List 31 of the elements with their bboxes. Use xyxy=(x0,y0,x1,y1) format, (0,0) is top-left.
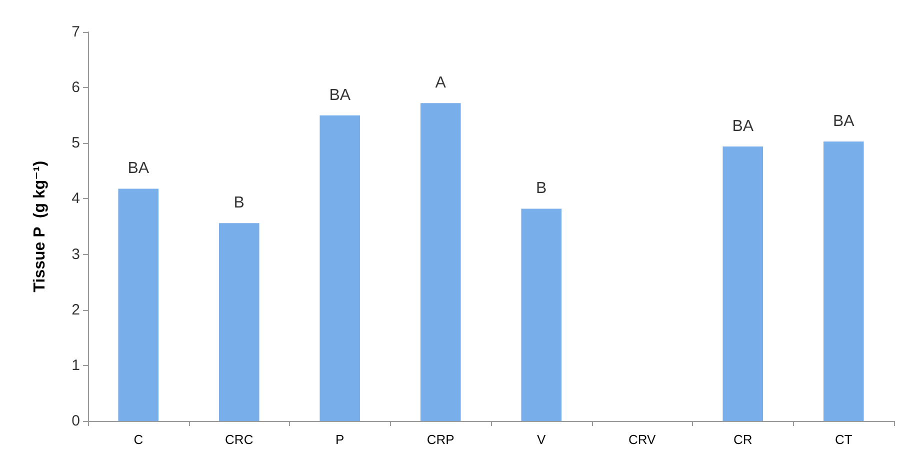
annotation: BA xyxy=(832,112,855,130)
x-tick-label: P xyxy=(336,432,344,447)
annotation: A xyxy=(435,74,446,92)
bar xyxy=(722,146,764,421)
annotation: BA xyxy=(732,118,754,135)
bar xyxy=(320,115,360,421)
bar xyxy=(521,208,562,421)
bar xyxy=(218,223,260,421)
x-tick-label: CT xyxy=(834,432,852,447)
x-tick-label: CR xyxy=(733,432,752,447)
x-tick-label: CRC xyxy=(225,432,254,447)
bar xyxy=(118,188,159,421)
y-tick-label: 5 xyxy=(72,134,80,152)
y-tick-label: 1 xyxy=(72,356,80,374)
annotation: BA xyxy=(128,160,150,178)
x-tick-label: CRP xyxy=(426,432,454,447)
x-tick-label: CRV xyxy=(628,432,656,447)
y-tick-label: 7 xyxy=(72,24,80,40)
y-tick-label: 3 xyxy=(72,246,80,263)
bar xyxy=(420,103,461,421)
x-tick-label: C xyxy=(134,432,144,447)
x-tick-label: V xyxy=(537,432,546,447)
y-axis-title: Tissue P (g kg⁻¹) xyxy=(32,160,48,292)
y-tick-label: 6 xyxy=(72,79,80,96)
y-tick-label: 0 xyxy=(72,412,80,430)
annotation: B xyxy=(234,194,244,212)
bar xyxy=(823,141,864,421)
annotation: B xyxy=(536,180,547,198)
annotation: BA xyxy=(329,86,351,104)
y-tick-label: 4 xyxy=(72,190,80,208)
y-tick-label: 2 xyxy=(72,301,80,318)
